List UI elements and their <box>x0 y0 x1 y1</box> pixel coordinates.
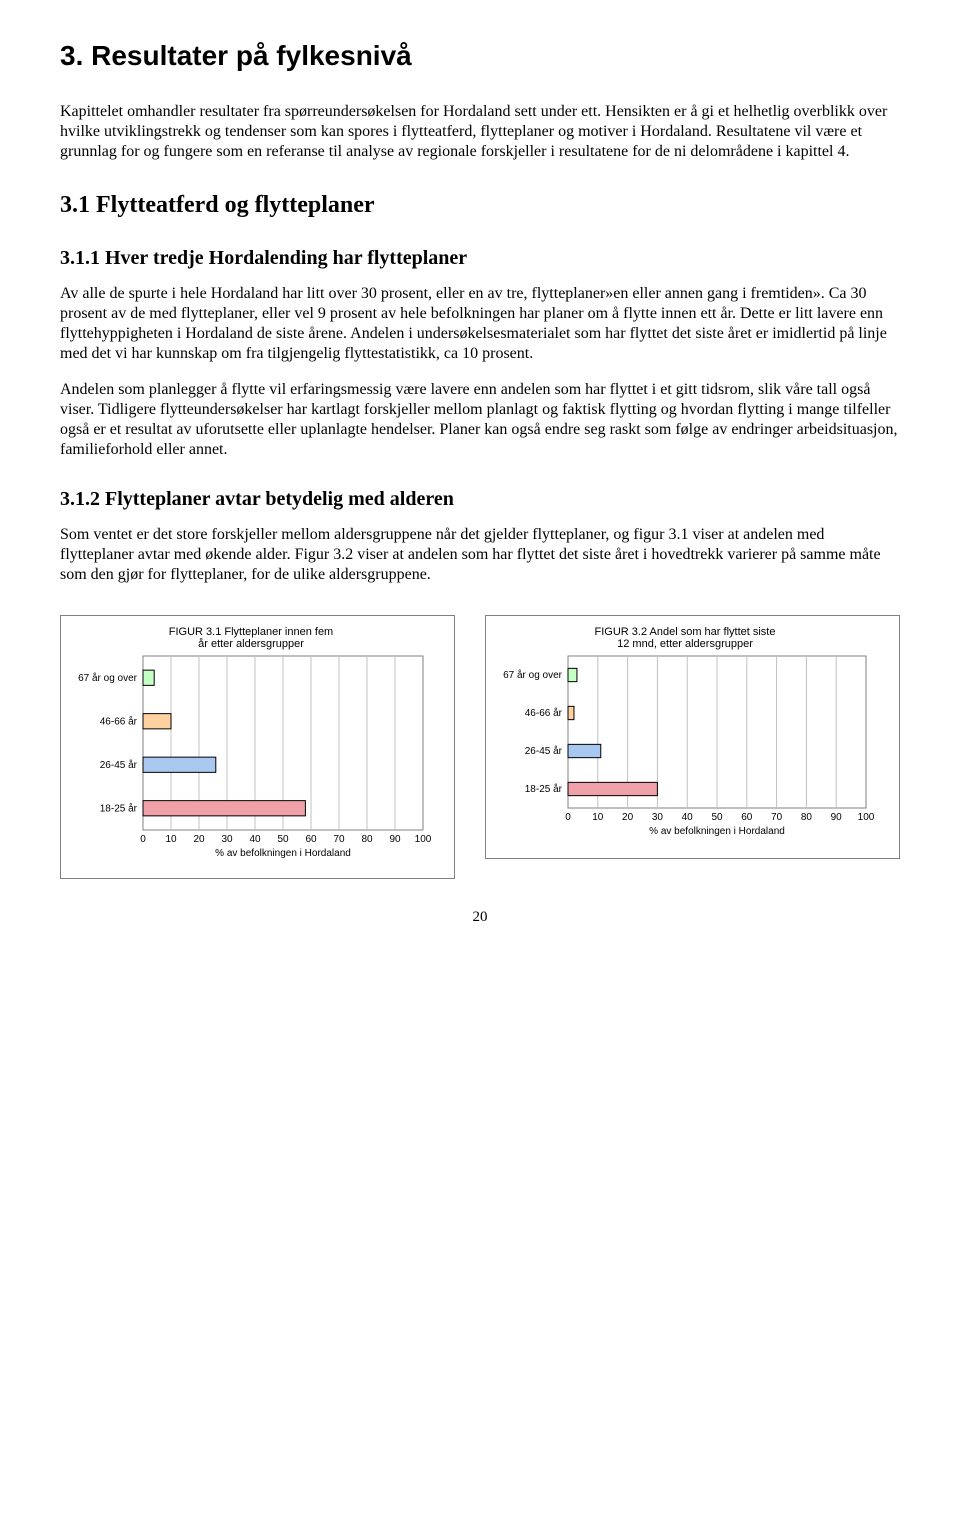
svg-text:70: 70 <box>771 812 783 823</box>
svg-text:10: 10 <box>592 812 604 823</box>
svg-text:26-45 år: 26-45 år <box>525 745 563 757</box>
svg-text:FIGUR 3.1 Flytteplaner innen f: FIGUR 3.1 Flytteplaner innen fem <box>169 626 333 638</box>
svg-text:67 år og over: 67 år og over <box>503 669 563 681</box>
svg-text:46-66 år: 46-66 år <box>525 707 563 719</box>
svg-text:60: 60 <box>305 834 317 845</box>
svg-text:46-66 år: 46-66 år <box>100 715 138 727</box>
svg-text:80: 80 <box>801 812 813 823</box>
svg-text:100: 100 <box>858 812 874 823</box>
svg-text:50: 50 <box>712 812 724 823</box>
page-title: 3. Resultater på fylkesnivå <box>60 40 900 72</box>
svg-text:18-25 år: 18-25 år <box>525 783 563 795</box>
svg-text:50: 50 <box>277 834 289 845</box>
figure-3-2-svg: FIGUR 3.2 Andel som har flyttet siste12 … <box>496 624 874 842</box>
svg-text:30: 30 <box>652 812 664 823</box>
figure-3-1: FIGUR 3.1 Flytteplaner innen femår etter… <box>60 615 455 879</box>
svg-text:FIGUR 3.2 Andel som har flytte: FIGUR 3.2 Andel som har flyttet siste <box>595 626 776 638</box>
svg-text:100: 100 <box>415 834 431 845</box>
intro-paragraph: Kapittelet omhandler resultater fra spør… <box>60 102 900 162</box>
figure-3-2: FIGUR 3.2 Andel som har flyttet siste12 … <box>485 615 900 859</box>
figure-3-1-svg: FIGUR 3.1 Flytteplaner innen femår etter… <box>71 624 431 864</box>
svg-text:80: 80 <box>361 834 373 845</box>
svg-text:60: 60 <box>741 812 753 823</box>
svg-text:67 år og over: 67 år og over <box>78 672 138 684</box>
section-3-1-heading: 3.1 Flytteatferd og flytteplaner <box>60 192 900 219</box>
section-3-1-1-heading: 3.1.1 Hver tredje Hordalending har flytt… <box>60 247 900 270</box>
svg-text:40: 40 <box>682 812 694 823</box>
svg-text:20: 20 <box>193 834 205 845</box>
svg-text:0: 0 <box>140 834 146 845</box>
svg-text:26-45 år: 26-45 år <box>100 759 138 771</box>
svg-text:20: 20 <box>622 812 634 823</box>
svg-text:70: 70 <box>333 834 345 845</box>
svg-text:10: 10 <box>165 834 177 845</box>
paragraph-3-1-2: Som ventet er det store forskjeller mell… <box>60 525 900 585</box>
svg-text:30: 30 <box>221 834 233 845</box>
svg-text:0: 0 <box>565 812 571 823</box>
paragraph-3-1-1-a: Av alle de spurte i hele Hordaland har l… <box>60 284 900 364</box>
paragraph-3-1-1-b: Andelen som planlegger å flytte vil erfa… <box>60 380 900 460</box>
charts-row: FIGUR 3.1 Flytteplaner innen femår etter… <box>60 615 900 879</box>
section-3-1-2-heading: 3.1.2 Flytteplaner avtar betydelig med a… <box>60 488 900 511</box>
page-number: 20 <box>60 909 900 926</box>
svg-text:18-25 år: 18-25 år <box>100 802 138 814</box>
svg-text:12 mnd, etter aldersgrupper: 12 mnd, etter aldersgrupper <box>617 638 753 650</box>
svg-text:90: 90 <box>389 834 401 845</box>
svg-text:år etter aldersgrupper: år etter aldersgrupper <box>198 638 304 650</box>
svg-text:% av befolkningen i Hordaland: % av befolkningen i Hordaland <box>649 826 785 837</box>
svg-text:40: 40 <box>249 834 261 845</box>
svg-text:% av befolkningen i Hordaland: % av befolkningen i Hordaland <box>215 848 351 859</box>
svg-text:90: 90 <box>831 812 843 823</box>
